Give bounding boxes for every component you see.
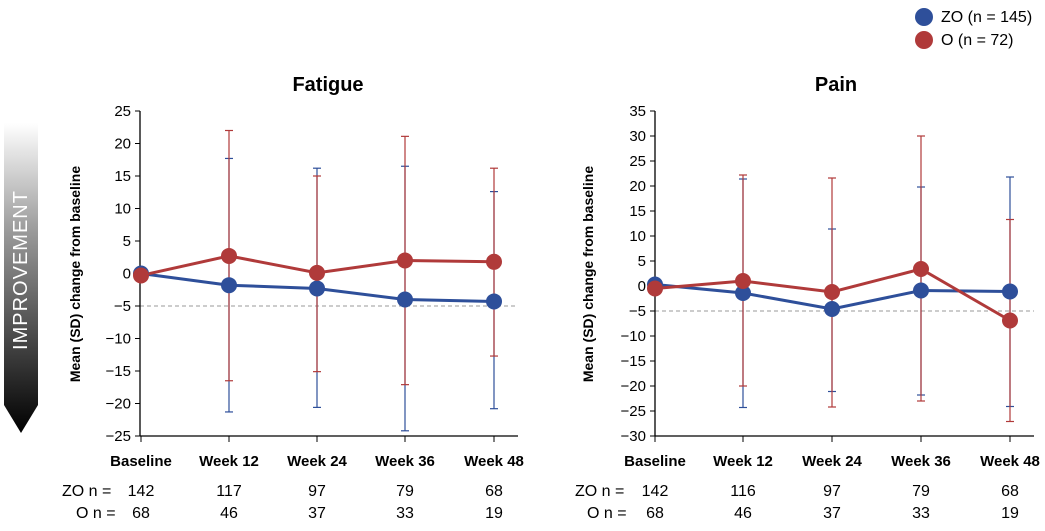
fatigue-o-n-value: 19 xyxy=(485,505,503,522)
pain-y-tick-label: −30 xyxy=(621,428,646,445)
pain-y-tick-label: 20 xyxy=(629,178,646,195)
pain-y-tick-label: 35 xyxy=(629,103,646,120)
fatigue-o-n-row-label: O n = xyxy=(76,505,116,522)
fatigue-o-n-value: 46 xyxy=(220,505,238,522)
fatigue-x-tick-label: Week 24 xyxy=(287,453,347,470)
pain-o-n-row-label: O n = xyxy=(587,505,627,522)
pain-o-data-point xyxy=(913,261,929,277)
fatigue-o-data-point xyxy=(133,267,149,284)
pain-zo-n-value: 116 xyxy=(730,483,756,500)
pain-y-tick-label: 30 xyxy=(629,128,646,145)
pain-x-tick-label: Week 36 xyxy=(891,453,951,470)
pain-zo-n-value: 79 xyxy=(912,483,930,500)
fatigue-zo-n-value: 68 xyxy=(485,483,503,500)
fatigue-zo-n-value: 117 xyxy=(216,483,242,500)
improvement-arrow-shape xyxy=(4,123,38,433)
improvement-label: IMPROVEMENT xyxy=(10,190,32,350)
pain-o-n-value: 37 xyxy=(823,505,841,522)
fatigue-zo-data-point xyxy=(309,280,325,297)
fatigue-o-data-point xyxy=(397,252,413,269)
pain-y-tick-label: 15 xyxy=(629,203,646,220)
pain-o-n-value: 19 xyxy=(1001,505,1019,522)
fatigue-o-data-point xyxy=(221,247,237,264)
pain-zo-data-point xyxy=(913,282,929,299)
fatigue-y-tick-label: 10 xyxy=(114,201,131,218)
pain-y-tick-label: −25 xyxy=(621,403,646,420)
fatigue-x-tick-label: Week 48 xyxy=(464,453,524,470)
pain-zo-data-point xyxy=(824,301,840,317)
pain-y-tick-label: 25 xyxy=(629,153,646,170)
fatigue-y-tick-label: 0 xyxy=(123,266,131,283)
improvement-arrow: IMPROVEMENT xyxy=(4,123,38,433)
pain-x-tick-label: Week 24 xyxy=(802,453,862,470)
fatigue-zo-data-point xyxy=(397,291,413,308)
fatigue-y-tick-label: −25 xyxy=(106,428,131,445)
fatigue-x-tick-label: Week 12 xyxy=(199,453,259,470)
fatigue-x-tick-label: Week 36 xyxy=(375,453,435,470)
fatigue-y-tick-label: −20 xyxy=(106,396,131,413)
fatigue-zo-data-point xyxy=(221,277,237,294)
fatigue-y-tick-label: −15 xyxy=(106,363,131,380)
pain-o-n-value: 46 xyxy=(734,505,752,522)
pain-o-data-point xyxy=(824,284,840,300)
pain-zo-data-point xyxy=(735,285,751,301)
pain-chart: Pain Mean (SD) change from baseline ZO n… xyxy=(575,74,1040,522)
pain-y-tick-label: −5 xyxy=(629,303,646,320)
fatigue-zo-n-value: 79 xyxy=(396,483,414,500)
pain-zo-n-value: 68 xyxy=(1001,483,1019,500)
fatigue-zo-n-row-label: ZO n = xyxy=(62,483,111,500)
fatigue-o-data-point xyxy=(309,264,325,281)
fatigue-chart-title: Fatigue xyxy=(292,74,363,96)
fatigue-o-data-point xyxy=(486,253,502,270)
fatigue-x-tick-label: Baseline xyxy=(110,453,172,470)
pain-y-tick-label: 10 xyxy=(629,228,646,245)
fatigue-zo-data-point xyxy=(486,293,502,310)
pain-zo-n-value: 97 xyxy=(823,483,841,500)
fatigue-zo-n-value: 97 xyxy=(308,483,326,500)
pain-x-tick-label: Baseline xyxy=(624,453,686,470)
pain-o-data-point xyxy=(735,273,751,289)
fatigue-o-n-value: 37 xyxy=(308,505,326,522)
pain-o-n-value: 68 xyxy=(646,505,664,522)
pain-y-axis-label: Mean (SD) change from baseline xyxy=(580,166,596,382)
fatigue-chart: Fatigue Mean (SD) change from baseline Z… xyxy=(62,74,524,522)
fatigue-y-tick-label: 15 xyxy=(114,168,131,185)
pain-zo-n-row-label: ZO n = xyxy=(575,483,624,500)
legend-label-o: O (n = 72) xyxy=(941,32,1013,49)
pain-o-n-value: 33 xyxy=(912,505,930,522)
pain-y-tick-label: −20 xyxy=(621,378,646,395)
pain-x-tick-label: Week 48 xyxy=(980,453,1040,470)
pain-o-data-point xyxy=(647,280,663,297)
legend-marker-o xyxy=(915,31,933,49)
legend: ZO (n = 145) O (n = 72) xyxy=(915,8,1032,49)
pain-y-tick-label: −10 xyxy=(621,328,646,345)
pain-y-tick-label: 0 xyxy=(638,278,646,295)
fatigue-y-tick-label: 20 xyxy=(114,136,131,153)
fatigue-y-tick-label: 5 xyxy=(123,233,131,250)
pain-chart-title: Pain xyxy=(815,74,857,96)
pain-zo-data-point xyxy=(1002,283,1018,300)
pain-zo-n-value: 142 xyxy=(642,483,669,500)
fatigue-y-tick-label: 25 xyxy=(114,103,131,120)
pain-y-tick-label: −15 xyxy=(621,353,646,370)
fatigue-y-axis-label: Mean (SD) change from baseline xyxy=(67,166,83,382)
fatigue-o-n-value: 33 xyxy=(396,505,414,522)
pain-o-data-point xyxy=(1002,312,1018,329)
legend-label-zo: ZO (n = 145) xyxy=(941,9,1032,26)
fatigue-o-n-value: 68 xyxy=(132,505,150,522)
pain-x-tick-label: Week 12 xyxy=(713,453,773,470)
fatigue-y-tick-label: −10 xyxy=(106,331,131,348)
fatigue-zo-n-value: 142 xyxy=(128,483,155,500)
legend-marker-zo xyxy=(915,8,933,26)
pain-y-tick-label: 5 xyxy=(638,253,646,270)
fatigue-y-tick-label: −5 xyxy=(114,298,131,315)
